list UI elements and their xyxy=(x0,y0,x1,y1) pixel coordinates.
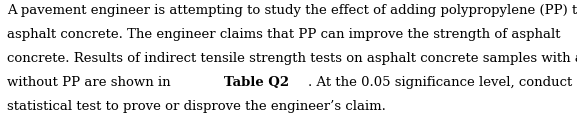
Text: concrete. Results of indirect tensile strength tests on asphalt concrete samples: concrete. Results of indirect tensile st… xyxy=(7,52,577,65)
Text: Table Q2: Table Q2 xyxy=(223,76,288,89)
Text: asphalt concrete. The engineer claims that PP can improve the strength of asphal: asphalt concrete. The engineer claims th… xyxy=(7,28,560,41)
Text: statistical test to prove or disprove the engineer’s claim.: statistical test to prove or disprove th… xyxy=(7,100,386,113)
Text: without PP are shown in: without PP are shown in xyxy=(7,76,175,89)
Text: A pavement engineer is attempting to study the effect of adding polypropylene (P: A pavement engineer is attempting to stu… xyxy=(7,4,577,17)
Text: . At the 0.05 significance level, conduct a suitable: . At the 0.05 significance level, conduc… xyxy=(308,76,577,89)
